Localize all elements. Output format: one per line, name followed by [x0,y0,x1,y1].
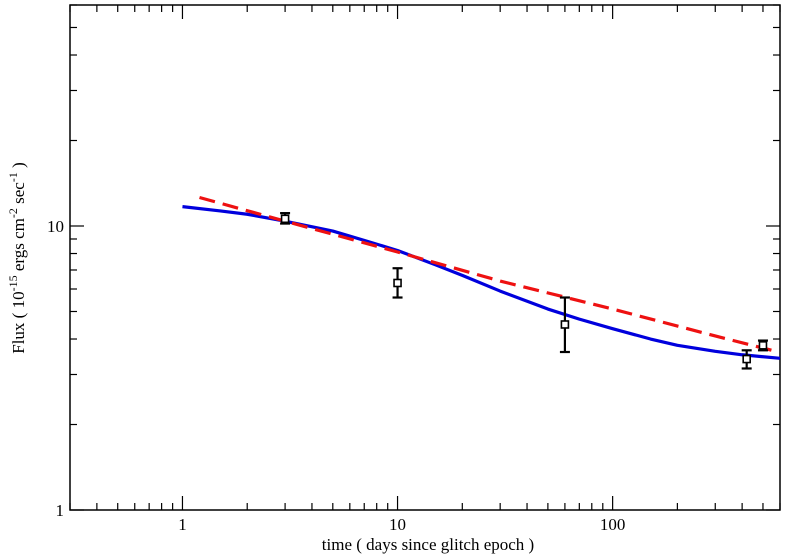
x-axis-label: time ( days since glitch epoch ) [322,535,534,554]
data-point [280,214,290,224]
x-tick-label: 1 [178,515,187,534]
x-tick-label: 100 [600,515,626,534]
y-axis-label: Flux ( 10-15 ergs cm-2 sec-1 ) [6,162,28,354]
axis-ticks [69,4,781,511]
data-point [560,320,570,329]
y-axis-label-suffix: ) [9,162,28,172]
y-tick-label: 10 [47,217,64,236]
y-axis-label-prefix: Flux ( 10 [9,291,28,353]
x-tick-label: 10 [389,515,406,534]
data-points [280,212,768,370]
y-axis-label-mid: ergs cm [9,218,28,275]
data-point [758,341,768,350]
plot-area [69,4,781,511]
data-point [393,278,402,288]
tick-labels: 1 10 100 1 10 [47,217,625,534]
y-axis-label-mid2: sec [9,182,28,208]
y-axis-label-exp2: -2 [6,208,20,218]
plot-frame [69,4,781,511]
data-point [742,354,751,364]
dashed-model-line [199,195,773,352]
y-axis-label-exp3: -1 [6,172,20,182]
model-lines [182,195,781,360]
y-axis-label-exp1: -15 [6,275,20,291]
y-tick-label: 1 [56,501,65,520]
solid-model-line [182,205,781,360]
